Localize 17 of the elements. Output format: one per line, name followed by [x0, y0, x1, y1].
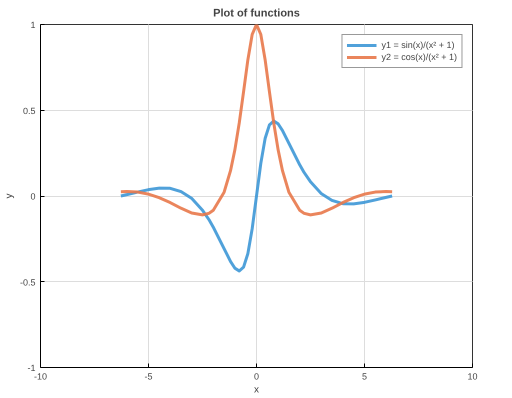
legend-label: y1 = sin(x)/(x² + 1) [381, 39, 454, 51]
y-tick-label: -0.5 [20, 277, 36, 288]
x-axis-title: x [254, 384, 259, 396]
x-tick-label: 10 [467, 372, 478, 382]
y-axis-title: y [4, 194, 15, 198]
x-tick-label: 0 [254, 372, 260, 382]
y-tick-label: 0.5 [22, 106, 36, 116]
y-tick-label: 1 [30, 20, 36, 30]
line-series [119, 24, 394, 216]
x-tick-label: 5 [362, 372, 368, 382]
y-tick-label: 0 [30, 192, 36, 202]
x-tick-label: -5 [144, 372, 153, 382]
chart-title: Plot of functions [213, 8, 300, 20]
x-tick-label: -10 [34, 372, 48, 382]
line-series [119, 120, 394, 272]
legend-label: y2 = cos(x)/(x² + 1) [381, 51, 457, 63]
y-tick-label: -1 [28, 363, 36, 373]
